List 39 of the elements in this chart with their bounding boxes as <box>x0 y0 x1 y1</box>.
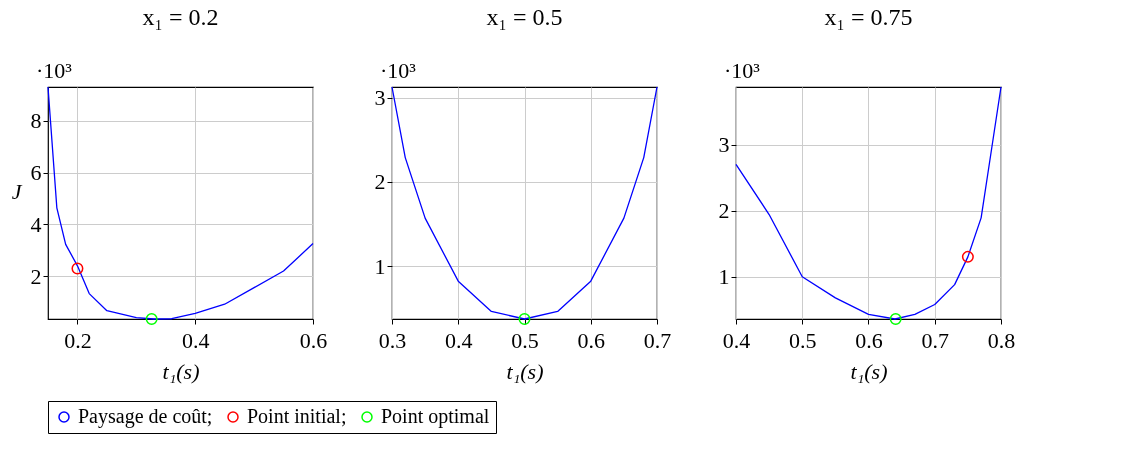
y-tick-label: 1 <box>374 253 386 279</box>
chart-title: x₁ = 0.5 <box>486 4 563 30</box>
x-axis-title: t₁(s) <box>162 358 200 384</box>
chart-title: x₁ = 0.2 <box>142 4 219 30</box>
x-tick-label: 0.5 <box>511 327 539 353</box>
y-tick-label: 2 <box>374 169 386 195</box>
chart-title: x₁ = 0.75 <box>824 4 913 30</box>
y-tick-label: 3 <box>374 85 386 111</box>
x-axis-title: t₁(s) <box>506 358 544 384</box>
y-tick-label: 2 <box>30 263 42 289</box>
x-tick-label: 0.2 <box>64 327 92 353</box>
y-tick-label: 6 <box>30 160 42 186</box>
x-tick-label: 0.6 <box>855 327 883 353</box>
y-tick-label: 3 <box>718 132 730 157</box>
x-tick-label: 0.7 <box>643 327 672 353</box>
line-series <box>391 86 658 320</box>
y-tick-label: 4 <box>30 211 42 237</box>
x-tick-label: 0.6 <box>577 327 605 353</box>
x-tick-label: 0.7 <box>921 327 949 353</box>
x-tick-label: 0.4 <box>445 327 473 353</box>
y-tick-label: 8 <box>30 108 42 134</box>
x-tick-label: 0.5 <box>789 327 817 353</box>
text: ·10³ <box>380 58 417 83</box>
y-tick-label: 1 <box>718 264 730 290</box>
legend-label: Paysage de coût; <box>78 405 213 428</box>
text: ·10³ <box>36 58 73 83</box>
x-tick-label: 0.4 <box>181 327 210 353</box>
line-series <box>47 86 314 320</box>
x-tick-label: 0.6 <box>299 327 328 353</box>
x-axis-title: t₁(s) <box>850 358 888 384</box>
x-tick-label: 0.8 <box>987 327 1016 353</box>
line-series <box>735 86 1002 320</box>
legend-label: Point optimal <box>381 405 490 428</box>
x-tick-label: 0.3 <box>378 327 407 353</box>
x-tick-label: 0.4 <box>722 327 751 353</box>
y-axis-title: J <box>11 178 23 204</box>
text: ·10³ <box>724 58 761 83</box>
y-tick-label: 2 <box>718 198 730 224</box>
legend-label: Point initial; <box>247 405 347 427</box>
